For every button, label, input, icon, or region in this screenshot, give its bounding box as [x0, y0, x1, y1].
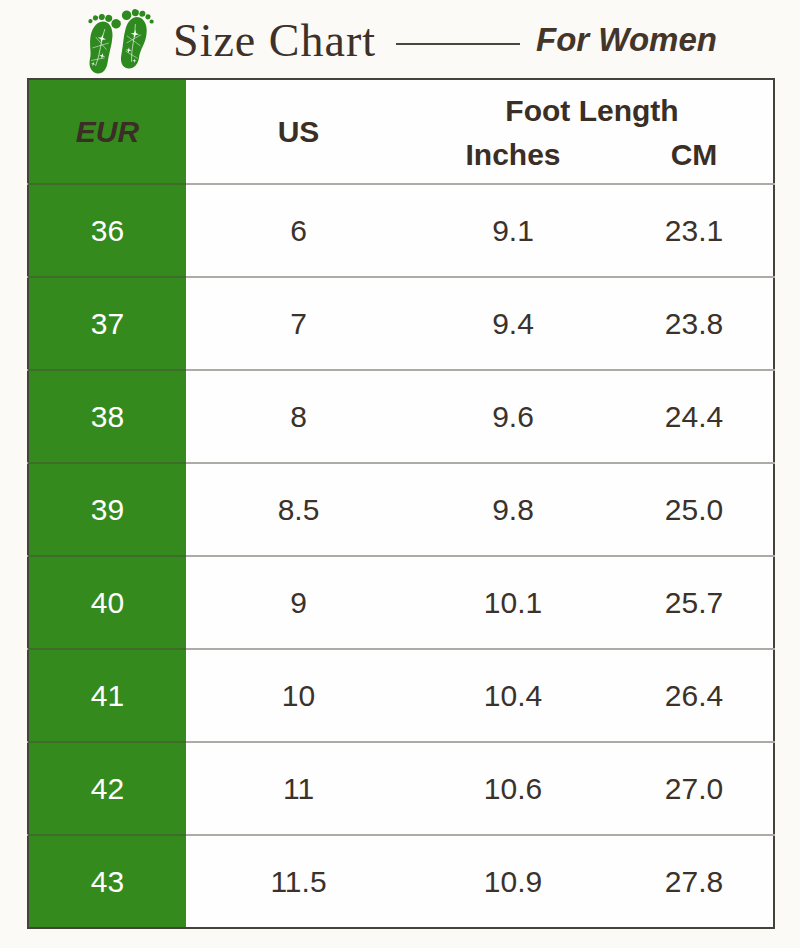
- table-row: 36 6 9.1 23.1: [28, 184, 774, 277]
- cell-inches: 10.6: [411, 742, 615, 835]
- cell-cm: 24.4: [615, 370, 774, 463]
- table-row: 40 9 10.1 25.7: [28, 556, 774, 649]
- cell-cm: 27.8: [615, 835, 774, 928]
- cell-us: 6: [186, 184, 411, 277]
- cell-us: 8: [186, 370, 411, 463]
- table-row: 43 11.5 10.9 27.8: [28, 835, 774, 928]
- table-row: 41 10 10.4 26.4: [28, 649, 774, 742]
- cell-us: 10: [186, 649, 411, 742]
- cell-eur: 43: [28, 835, 186, 928]
- cell-eur: 41: [28, 649, 186, 742]
- column-header-inches: Inches: [411, 132, 615, 184]
- column-header-us: US: [186, 79, 411, 184]
- title-divider-line: [396, 43, 520, 45]
- cell-eur: 38: [28, 370, 186, 463]
- cell-inches: 10.4: [411, 649, 615, 742]
- cell-cm: 23.1: [615, 184, 774, 277]
- table-row: 42 11 10.6 27.0: [28, 742, 774, 835]
- page-subtitle: For Women: [536, 23, 717, 60]
- table-header: EUR US Foot Length Inches CM: [28, 79, 774, 184]
- cell-eur: 37: [28, 277, 186, 370]
- table-body: 36 6 9.1 23.1 37 7 9.4 23.8 38 8 9.6 24.…: [28, 184, 774, 928]
- cell-us: 8.5: [186, 463, 411, 556]
- cell-eur: 40: [28, 556, 186, 649]
- cell-inches: 10.1: [411, 556, 615, 649]
- table-row: 39 8.5 9.8 25.0: [28, 463, 774, 556]
- column-header-cm: CM: [615, 132, 774, 184]
- cell-inches: 9.6: [411, 370, 615, 463]
- cell-eur: 36: [28, 184, 186, 277]
- size-chart-table: EUR US Foot Length Inches CM 36 6 9.1 23…: [27, 78, 775, 929]
- column-header-foot-length: Foot Length: [411, 79, 774, 132]
- size-chart-page: Size Chart For Women EUR US Foot Length …: [0, 0, 800, 948]
- cell-cm: 25.7: [615, 556, 774, 649]
- table-row: 38 8 9.6 24.4: [28, 370, 774, 463]
- cell-us: 11.5: [186, 835, 411, 928]
- cell-inches: 9.4: [411, 277, 615, 370]
- cell-us: 9: [186, 556, 411, 649]
- footprints-icon: [83, 8, 157, 74]
- cell-us: 11: [186, 742, 411, 835]
- page-title: Size Chart: [173, 18, 376, 64]
- cell-cm: 25.0: [615, 463, 774, 556]
- cell-eur: 39: [28, 463, 186, 556]
- page-header: Size Chart For Women: [0, 0, 800, 78]
- cell-cm: 23.8: [615, 277, 774, 370]
- cell-cm: 27.0: [615, 742, 774, 835]
- cell-us: 7: [186, 277, 411, 370]
- table-row: 37 7 9.4 23.8: [28, 277, 774, 370]
- cell-inches: 9.1: [411, 184, 615, 277]
- column-header-eur: EUR: [28, 79, 186, 184]
- cell-inches: 9.8: [411, 463, 615, 556]
- cell-cm: 26.4: [615, 649, 774, 742]
- cell-eur: 42: [28, 742, 186, 835]
- cell-inches: 10.9: [411, 835, 615, 928]
